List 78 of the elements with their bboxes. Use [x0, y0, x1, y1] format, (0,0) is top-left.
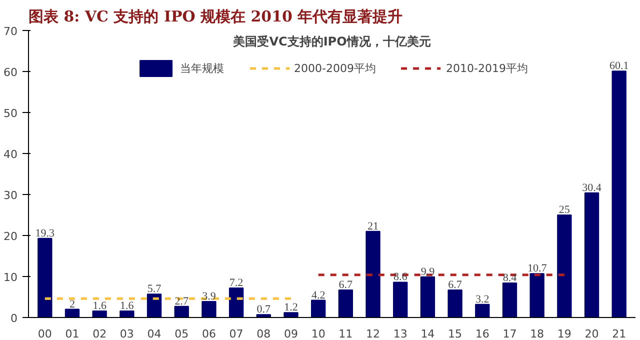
- data-label: 3.2: [476, 293, 490, 306]
- x-tick-label: 02: [92, 328, 107, 340]
- data-label: 2.7: [174, 295, 189, 308]
- x-tick-label: 16: [475, 328, 490, 340]
- x-tick-label: 10: [311, 328, 326, 340]
- data-label: 60.1: [609, 60, 629, 72]
- data-label: 1.6: [120, 300, 134, 312]
- y-tick-label: 30: [4, 189, 18, 202]
- bar: [284, 312, 298, 318]
- bar: [366, 230, 380, 318]
- data-label: 19.3: [35, 227, 56, 240]
- data-label: 1.6: [92, 300, 107, 312]
- y-tick-label: 60: [4, 66, 18, 79]
- data-label: 7.2: [229, 276, 244, 289]
- data-label: 25: [558, 204, 570, 216]
- x-tick-label: 08: [256, 328, 271, 340]
- bar: [420, 276, 436, 318]
- x-tick-label: 03: [120, 328, 134, 340]
- x-tick-label: 20: [584, 328, 599, 340]
- x-tick-label: 05: [174, 328, 189, 340]
- data-label: 21: [368, 220, 379, 232]
- bar: [448, 290, 462, 318]
- x-tick-label: 14: [420, 328, 435, 340]
- x-tick-label: 12: [366, 328, 380, 340]
- data-label: 6.7: [338, 279, 354, 292]
- bar: [92, 310, 107, 318]
- bar: [393, 282, 408, 318]
- bar: [202, 301, 216, 318]
- bar: [530, 273, 544, 318]
- data-label: 4.2: [311, 289, 326, 302]
- bar: [120, 310, 134, 318]
- y-tick-label: 10: [4, 271, 18, 284]
- y-tick-label: 50: [4, 107, 18, 120]
- x-tick-label: 21: [612, 328, 626, 340]
- legend-label: 2000-2009平均: [294, 60, 376, 76]
- data-label: 10.7: [527, 262, 548, 275]
- y-tick-label: 70: [4, 25, 18, 38]
- x-tick-label: 18: [530, 328, 544, 340]
- data-label: 5.7: [147, 283, 162, 296]
- x-tick-label: 04: [147, 328, 162, 340]
- bar: [612, 70, 626, 318]
- legend-label: 当年规模: [180, 60, 224, 76]
- x-tick-label: 19: [557, 328, 572, 340]
- y-tick-label: 40: [4, 148, 18, 161]
- bar: [174, 306, 189, 318]
- bar: [228, 287, 244, 318]
- bar: [475, 304, 490, 318]
- x-tick-label: 17: [502, 328, 517, 340]
- bar: [338, 290, 354, 318]
- x-tick-label: 15: [448, 328, 462, 340]
- x-tick-label: 09: [284, 328, 298, 340]
- legend-label: 2010-2019平均: [446, 60, 528, 76]
- y-tick-label: 0: [10, 312, 18, 325]
- x-tick-label: 07: [229, 328, 244, 340]
- data-label: 9.9: [420, 266, 436, 278]
- bar: [502, 282, 518, 318]
- data-label: 6.7: [448, 279, 462, 292]
- bar: [584, 192, 600, 318]
- data-label: 8.6: [393, 271, 408, 284]
- data-label: 3.9: [202, 290, 216, 303]
- x-tick-label: 01: [65, 328, 80, 340]
- x-tick-label: 13: [393, 328, 408, 340]
- data-label: 8.4: [502, 272, 518, 284]
- data-label: 2: [70, 298, 75, 310]
- x-tick-label: 06: [202, 328, 216, 340]
- bar: [557, 214, 572, 318]
- data-label: 1.2: [284, 302, 298, 314]
- bar: [310, 300, 326, 318]
- data-label: 30.4: [582, 182, 602, 194]
- x-tick-label: 11: [338, 328, 353, 340]
- y-tick-label: 20: [4, 230, 18, 243]
- data-label: 0.7: [256, 304, 272, 316]
- chart-subtitle: 美国受VC支持的IPO情况，十亿美元: [232, 34, 431, 48]
- bar: [146, 294, 162, 318]
- chart-title: 图表 8: VC 支持的 IPO 规模在 2010 年代有显著提升: [28, 8, 403, 26]
- bar: [38, 238, 52, 318]
- bar: [64, 308, 80, 318]
- x-tick-label: 00: [38, 328, 52, 340]
